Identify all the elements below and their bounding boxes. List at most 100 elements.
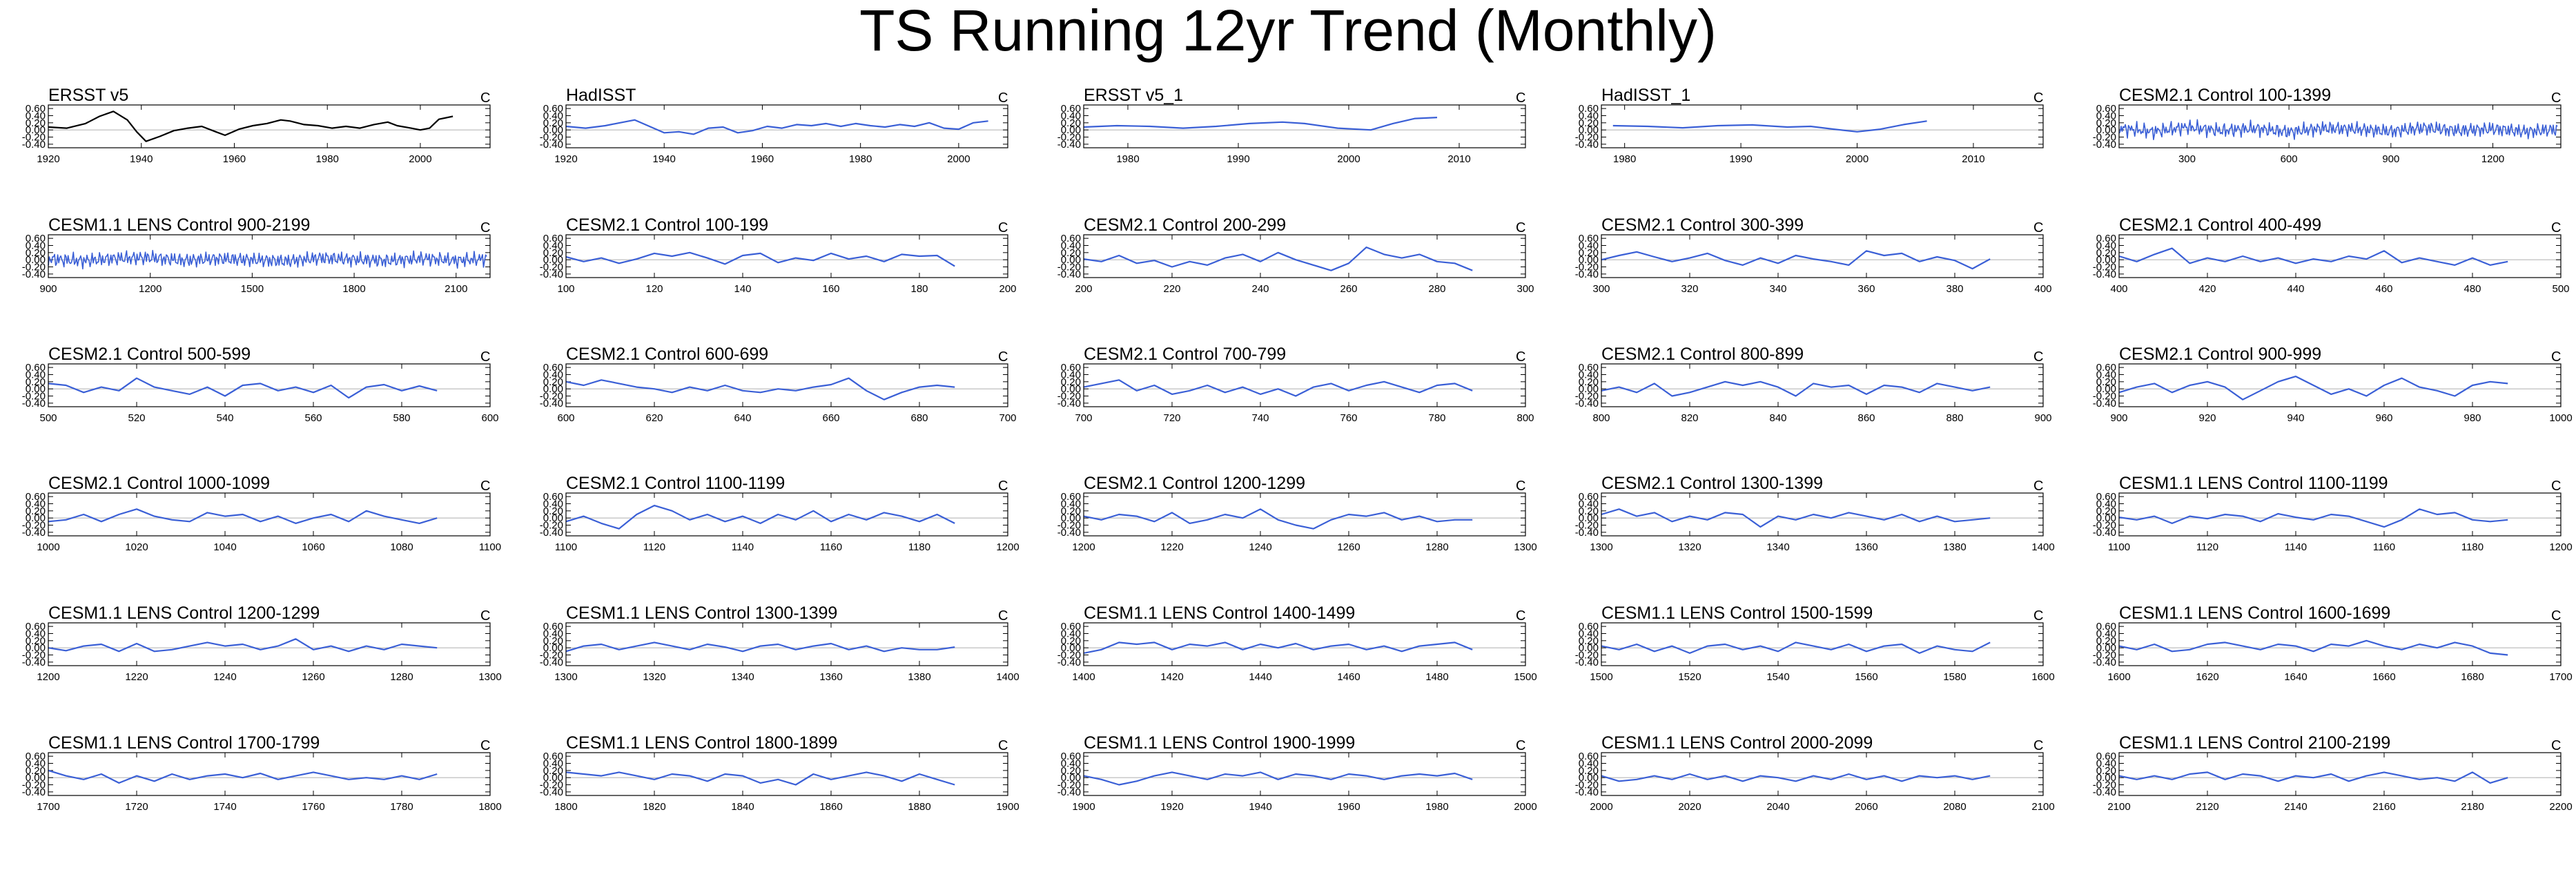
y-tick-label: 0.20: [543, 635, 563, 647]
y-tick-label: 0.20: [26, 505, 46, 517]
y-tick-label: 0.60: [1061, 491, 1081, 503]
units-label: C: [2551, 220, 2561, 235]
y-tick-label: -0.20: [22, 520, 46, 532]
y-tick-label: 0.20: [26, 247, 46, 259]
units-label: C: [998, 90, 1008, 106]
y-tick-label: 0.60: [1579, 233, 1599, 244]
series-line: [1083, 379, 1473, 397]
chart-panel: CESM2.1 Control 500-599 C 0.60 0.40 0.20 0.00…: [3, 339, 520, 443]
y-tick-label: -0.40: [1057, 657, 1081, 668]
y-tick-label: -0.20: [1057, 650, 1081, 662]
plot-frame: [48, 104, 491, 148]
y-tick-label: -0.20: [1057, 391, 1081, 403]
y-tick-label: -0.40: [2093, 398, 2116, 409]
x-tick-label: 1500: [1590, 671, 1612, 683]
y-tick-label: 0.40: [543, 628, 563, 640]
x-tick-label: 460: [2375, 283, 2392, 295]
x-tick-label: 2000: [409, 153, 431, 165]
y-tick-label: -0.40: [2093, 527, 2116, 539]
panel-svg: CESM1.1 LENS Control 1100-1199 C0.600.400…: [2093, 474, 2573, 553]
x-tick-label: 560: [304, 412, 322, 424]
chart-panel: CESM1.1 LENS Control 1300-1399 C 0.60 0.40 0…: [520, 598, 1038, 702]
chart-panel: CESM2.1 Control 900-999 C 0.60 0.40 0.20 0.00…: [2074, 339, 2576, 443]
y-tick-label: -0.40: [1575, 786, 1599, 798]
y-tick-label: 0.60: [2096, 751, 2116, 762]
plot-frame: [565, 752, 1008, 796]
y-tick-label: 0.00: [543, 124, 563, 136]
series-line: [565, 251, 955, 267]
series-line: [1601, 380, 1991, 397]
x-tick-label: 1580: [1943, 671, 1966, 683]
y-tick-label: -0.40: [22, 139, 46, 151]
x-tick-label: 1700: [37, 801, 59, 813]
x-tick-label: 1300: [1590, 541, 1612, 553]
x-tick-label: 1380: [908, 671, 930, 683]
y-tick-label: 0.40: [543, 110, 563, 122]
x-tick-label: 1060: [302, 541, 324, 553]
x-tick-label: 1800: [342, 283, 365, 295]
units-label: C: [1516, 220, 1525, 235]
y-tick-label: -0.20: [1057, 780, 1081, 791]
chart-panel: CESM2.1 Control 1300-1399 C 0.60 0.40 0.20 0.…: [1556, 468, 2074, 572]
x-tick-label: 2000: [1590, 801, 1612, 813]
chart-panel: CESM2.1 Control 700-799 C 0.60 0.40 0.20 0.00…: [1038, 339, 1556, 443]
x-tick-label: 720: [1163, 412, 1180, 424]
x-tick-label: 1980: [1116, 153, 1139, 165]
y-tick-label: 0.60: [1061, 362, 1081, 374]
panel-svg: HadISST C 0.600.400.200.00-0.20-0.40 1920 19…: [540, 86, 1008, 165]
x-tick-label: 1880: [908, 801, 930, 813]
series-line: [48, 769, 438, 784]
x-tick-label: 1700: [2549, 671, 2572, 683]
y-tick-label: 0.40: [2096, 110, 2116, 122]
x-tick-label: 1920: [37, 153, 59, 165]
y-tick-label: -0.20: [2093, 132, 2116, 144]
chart-panel: CESM2.1 Control 1200-1299 C 0.60 0.40 0.20 0.…: [1038, 468, 1556, 572]
y-tick-label: 0.40: [1061, 240, 1081, 252]
series-line: [2118, 119, 2558, 140]
y-tick-label: 0.40: [1579, 110, 1599, 122]
y-tick-label: 0.00: [26, 772, 46, 784]
y-tick-label: 0.00: [1061, 383, 1081, 395]
x-tick-label: 2160: [2372, 801, 2395, 813]
y-tick-label: -0.20: [1575, 132, 1599, 144]
y-tick-label: 0.40: [1061, 110, 1081, 122]
y-tick-label: -0.20: [1057, 262, 1081, 273]
y-tick-label: 0.00: [1061, 512, 1081, 524]
x-tick-label: 1520: [1678, 671, 1701, 683]
x-tick-label: 580: [393, 412, 410, 424]
units-label: C: [2033, 90, 2043, 106]
panel-title: CESM1.1 LENS Control 1100-1199: [2119, 474, 2388, 493]
y-tick-label: 0.40: [1579, 499, 1599, 510]
series-line: [2118, 771, 2508, 784]
panel-svg: CESM1.1 LENS Control 900-2199 C0.600.400.…: [22, 215, 491, 295]
x-tick-label: 1720: [125, 801, 148, 813]
x-tick-label: 280: [1428, 283, 1445, 295]
y-tick-label: -0.20: [1057, 132, 1081, 144]
series-line: [1083, 247, 1473, 271]
x-tick-label: 1200: [139, 283, 162, 295]
x-tick-label: 1260: [302, 671, 324, 683]
units-label: C: [998, 349, 1008, 365]
x-tick-label: 900: [2382, 153, 2399, 165]
x-tick-label: 2100: [445, 283, 467, 295]
y-tick-label: 0.20: [1579, 505, 1599, 517]
series-line: [2118, 247, 2508, 266]
y-tick-label: -0.20: [540, 650, 563, 662]
chart-panel: CESM2.1 Control 600-699 C 0.60 0.40 0.20 0.00…: [520, 339, 1038, 443]
y-tick-label: 0.00: [2096, 383, 2116, 395]
x-tick-label: 1320: [643, 671, 665, 683]
y-tick-label: -0.20: [540, 780, 563, 791]
y-tick-label: -0.40: [2093, 269, 2116, 280]
y-tick-label: -0.20: [22, 132, 46, 144]
y-tick-label: 0.40: [543, 499, 563, 510]
y-tick-label: -0.40: [540, 786, 563, 798]
y-tick-label: 0.40: [1579, 369, 1599, 381]
y-tick-label: 0.60: [26, 233, 46, 244]
units-label: C: [1516, 349, 1525, 365]
y-tick-label: -0.20: [2093, 262, 2116, 273]
units-label: C: [480, 90, 490, 106]
x-tick-label: 820: [1681, 412, 1698, 424]
x-tick-label: 1640: [2284, 671, 2307, 683]
panel-svg: CESM1.1 LENS Control 2100-2199 C0.600.400…: [2093, 733, 2573, 813]
x-tick-label: 1220: [125, 671, 148, 683]
